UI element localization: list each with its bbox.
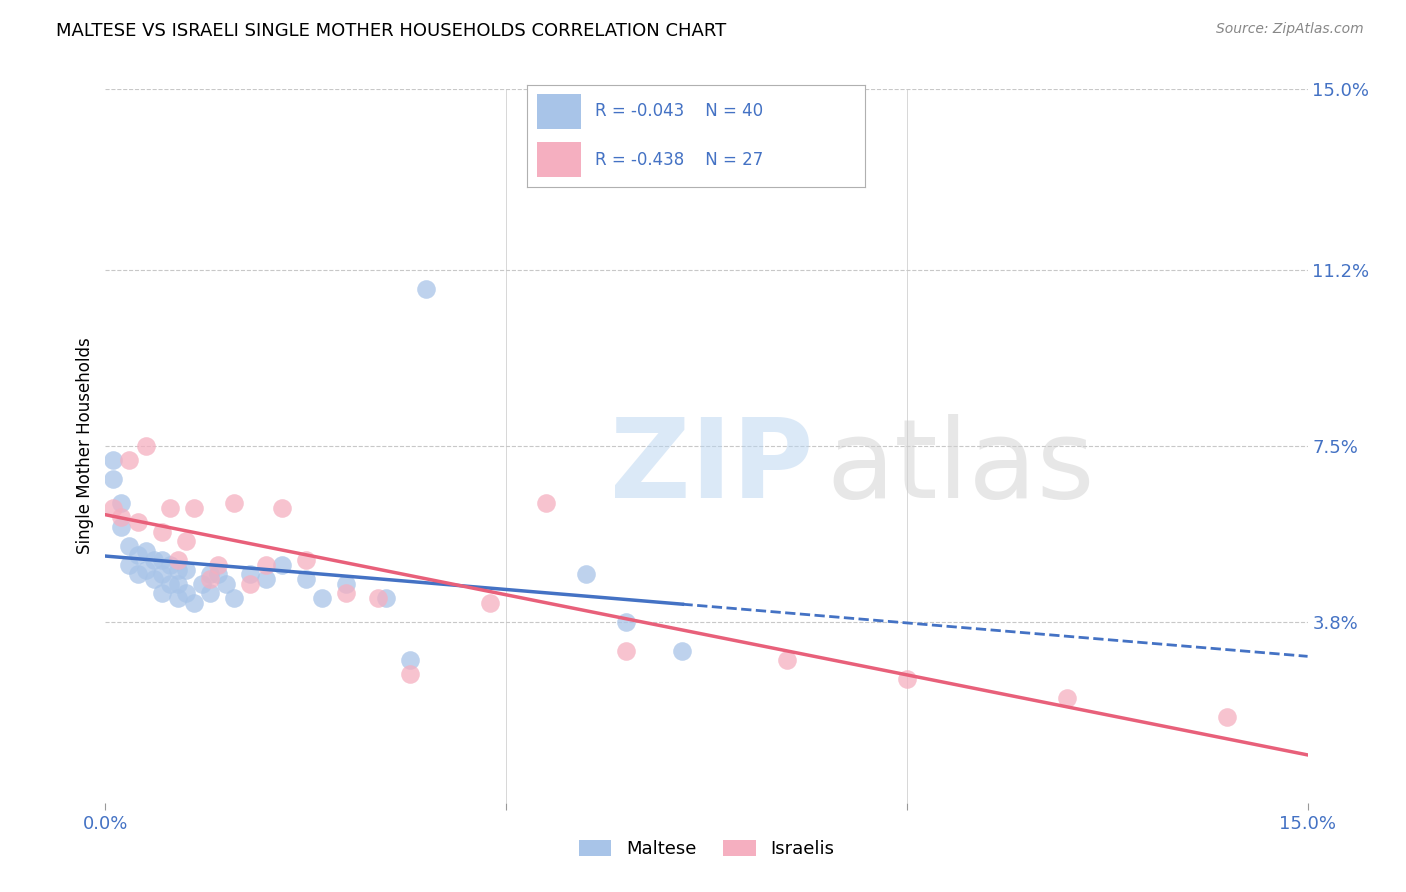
- Text: Source: ZipAtlas.com: Source: ZipAtlas.com: [1216, 22, 1364, 37]
- Point: [479, 596, 502, 610]
- Point: [198, 586, 221, 600]
- Text: R = -0.043    N = 40: R = -0.043 N = 40: [595, 103, 763, 120]
- Point: [367, 591, 389, 606]
- Point: [254, 558, 277, 572]
- Point: [254, 572, 277, 586]
- Point: [222, 591, 245, 606]
- Point: [174, 586, 197, 600]
- Point: [110, 520, 132, 534]
- Point: [896, 672, 918, 686]
- Point: [239, 567, 262, 582]
- Point: [776, 653, 799, 667]
- Point: [135, 439, 157, 453]
- Point: [207, 558, 229, 572]
- Point: [118, 453, 141, 467]
- Point: [198, 572, 221, 586]
- Point: [110, 496, 132, 510]
- Point: [239, 577, 262, 591]
- Point: [174, 534, 197, 549]
- Point: [135, 563, 157, 577]
- Point: [671, 643, 693, 657]
- Point: [166, 591, 188, 606]
- Point: [295, 553, 318, 567]
- Point: [150, 553, 173, 567]
- Point: [222, 496, 245, 510]
- Point: [150, 586, 173, 600]
- Text: ZIP: ZIP: [610, 414, 814, 521]
- Point: [399, 653, 422, 667]
- Point: [198, 567, 221, 582]
- Point: [118, 558, 141, 572]
- Point: [616, 643, 638, 657]
- Point: [190, 577, 212, 591]
- Bar: [537, 142, 581, 177]
- Point: [616, 615, 638, 629]
- Text: atlas: atlas: [827, 414, 1095, 521]
- Point: [1216, 710, 1239, 724]
- Point: [166, 553, 188, 567]
- Point: [127, 515, 149, 529]
- Point: [159, 500, 181, 515]
- Point: [127, 567, 149, 582]
- Point: [534, 496, 557, 510]
- Point: [575, 567, 598, 582]
- Point: [415, 282, 437, 296]
- Point: [142, 572, 165, 586]
- Text: R = -0.438    N = 27: R = -0.438 N = 27: [595, 151, 763, 169]
- Point: [166, 563, 188, 577]
- Point: [150, 524, 173, 539]
- Bar: [537, 94, 581, 128]
- Point: [335, 586, 357, 600]
- Point: [103, 453, 125, 467]
- Point: [159, 558, 181, 572]
- Point: [174, 563, 197, 577]
- Point: [118, 539, 141, 553]
- Text: MALTESE VS ISRAELI SINGLE MOTHER HOUSEHOLDS CORRELATION CHART: MALTESE VS ISRAELI SINGLE MOTHER HOUSEHO…: [56, 22, 727, 40]
- Point: [103, 500, 125, 515]
- Point: [135, 543, 157, 558]
- Point: [127, 549, 149, 563]
- Point: [110, 510, 132, 524]
- Point: [374, 591, 398, 606]
- Point: [159, 577, 181, 591]
- Y-axis label: Single Mother Households: Single Mother Households: [76, 338, 94, 554]
- Point: [399, 667, 422, 681]
- Point: [166, 577, 188, 591]
- Point: [183, 596, 205, 610]
- Point: [270, 558, 292, 572]
- Point: [150, 567, 173, 582]
- Point: [142, 553, 165, 567]
- Point: [103, 472, 125, 486]
- Point: [207, 567, 229, 582]
- Point: [295, 572, 318, 586]
- Point: [270, 500, 292, 515]
- Point: [311, 591, 333, 606]
- Point: [335, 577, 357, 591]
- Point: [183, 500, 205, 515]
- Point: [1056, 691, 1078, 706]
- Point: [214, 577, 236, 591]
- Legend: Maltese, Israelis: Maltese, Israelis: [572, 832, 841, 865]
